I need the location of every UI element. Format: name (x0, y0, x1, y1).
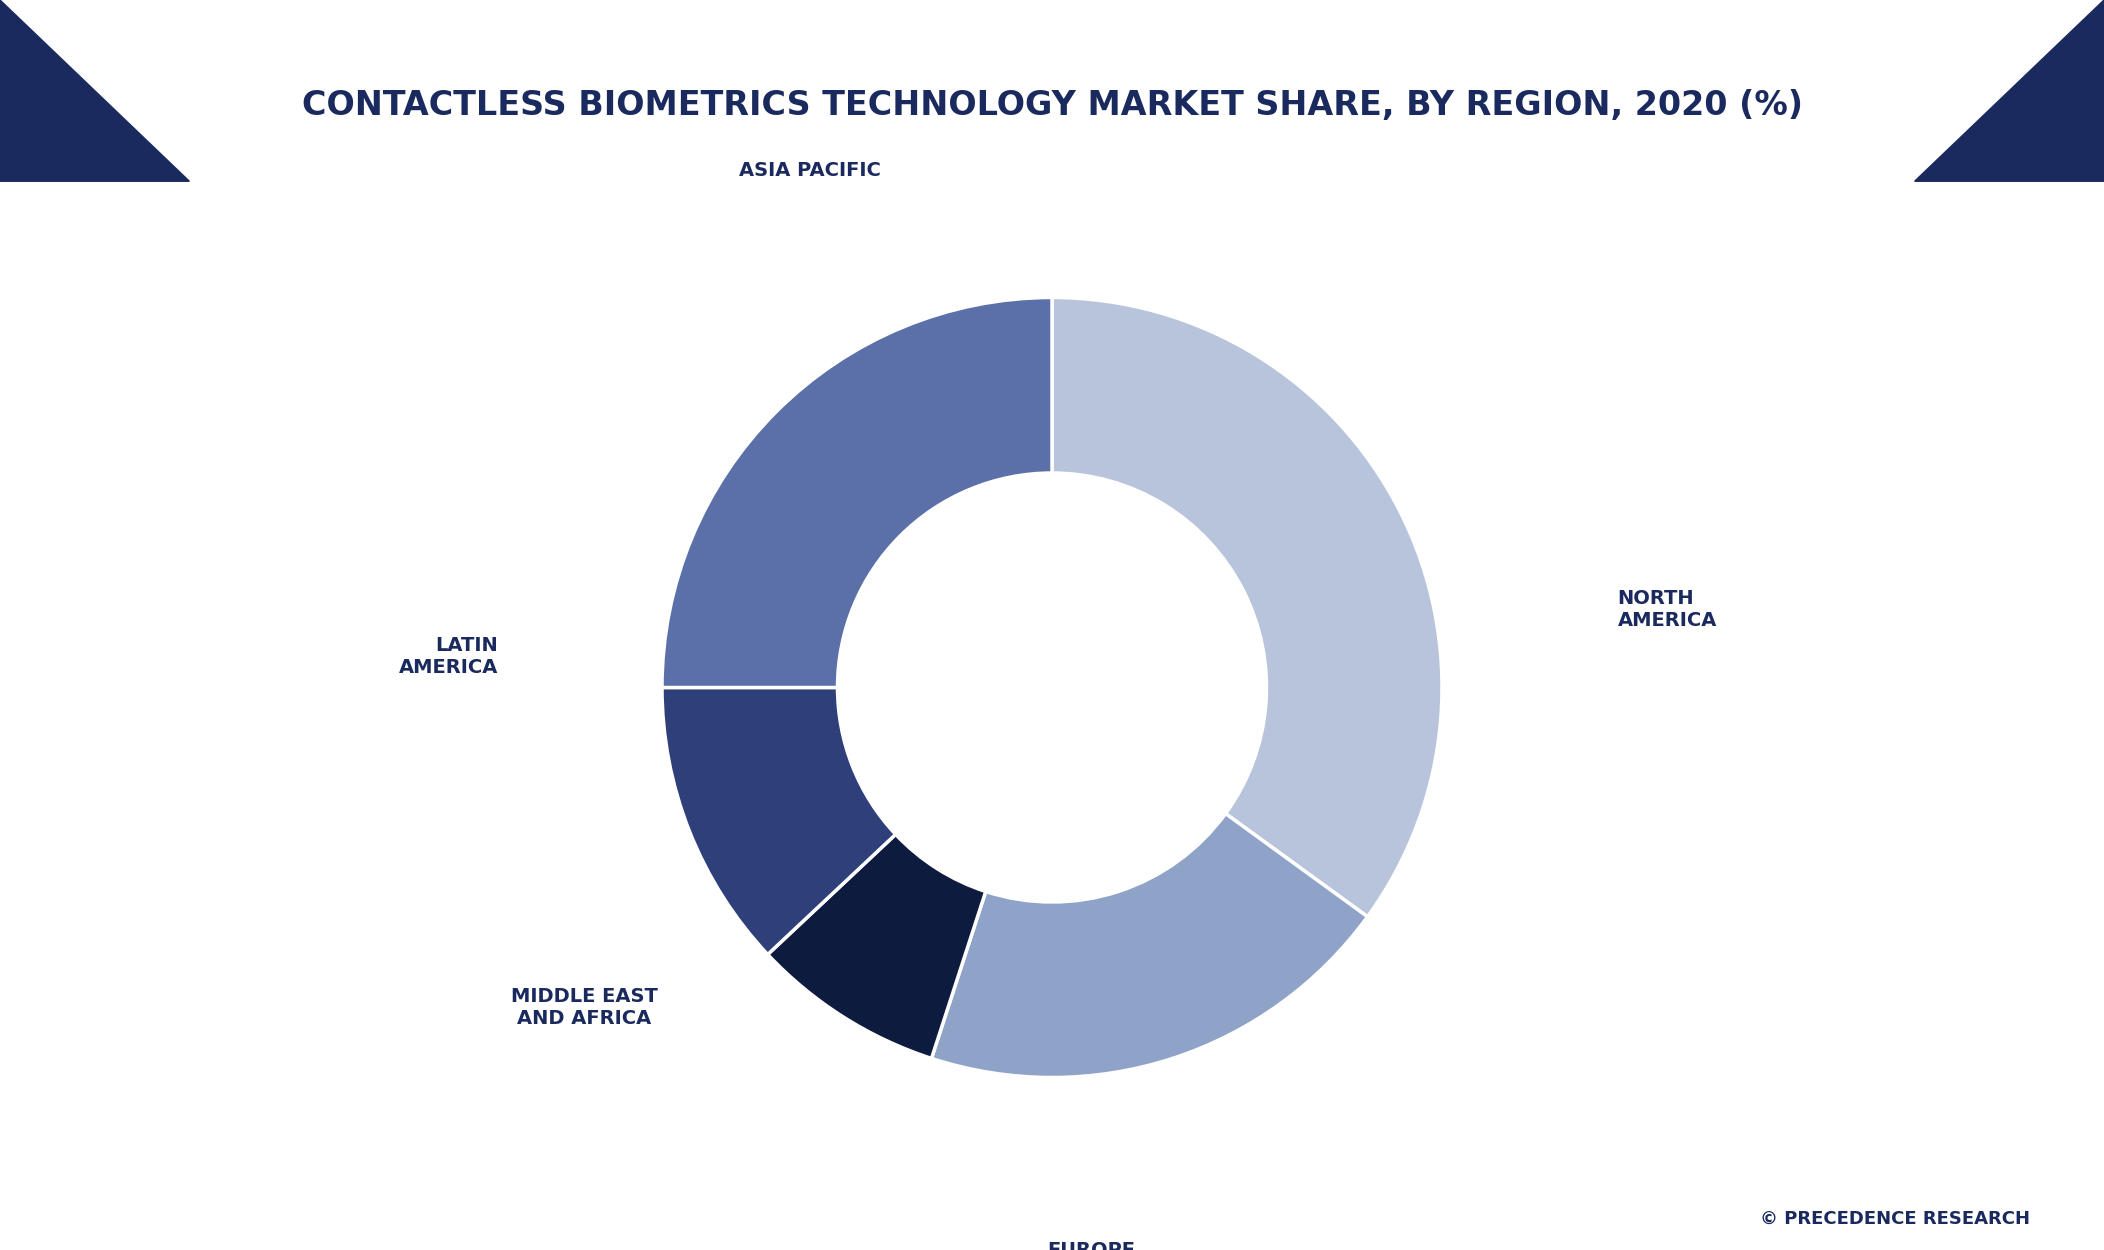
Text: LATIN
AMERICA: LATIN AMERICA (400, 636, 499, 676)
Text: EUROPE: EUROPE (1048, 1241, 1134, 1250)
Wedge shape (663, 298, 1052, 688)
Text: NORTH
AMERICA: NORTH AMERICA (1618, 589, 1717, 630)
Wedge shape (663, 688, 896, 955)
Wedge shape (768, 834, 985, 1059)
Text: ASIA PACIFIC: ASIA PACIFIC (739, 161, 882, 180)
Text: MIDDLE EAST
AND AFRICA: MIDDLE EAST AND AFRICA (511, 986, 656, 1028)
Text: © PRECEDENCE RESEARCH: © PRECEDENCE RESEARCH (1761, 1210, 2030, 1228)
Wedge shape (932, 814, 1368, 1078)
Wedge shape (1052, 298, 1441, 916)
Polygon shape (1915, 0, 2104, 181)
Polygon shape (0, 0, 189, 181)
Text: CONTACTLESS BIOMETRICS TECHNOLOGY MARKET SHARE, BY REGION, 2020 (%): CONTACTLESS BIOMETRICS TECHNOLOGY MARKET… (301, 89, 1803, 121)
